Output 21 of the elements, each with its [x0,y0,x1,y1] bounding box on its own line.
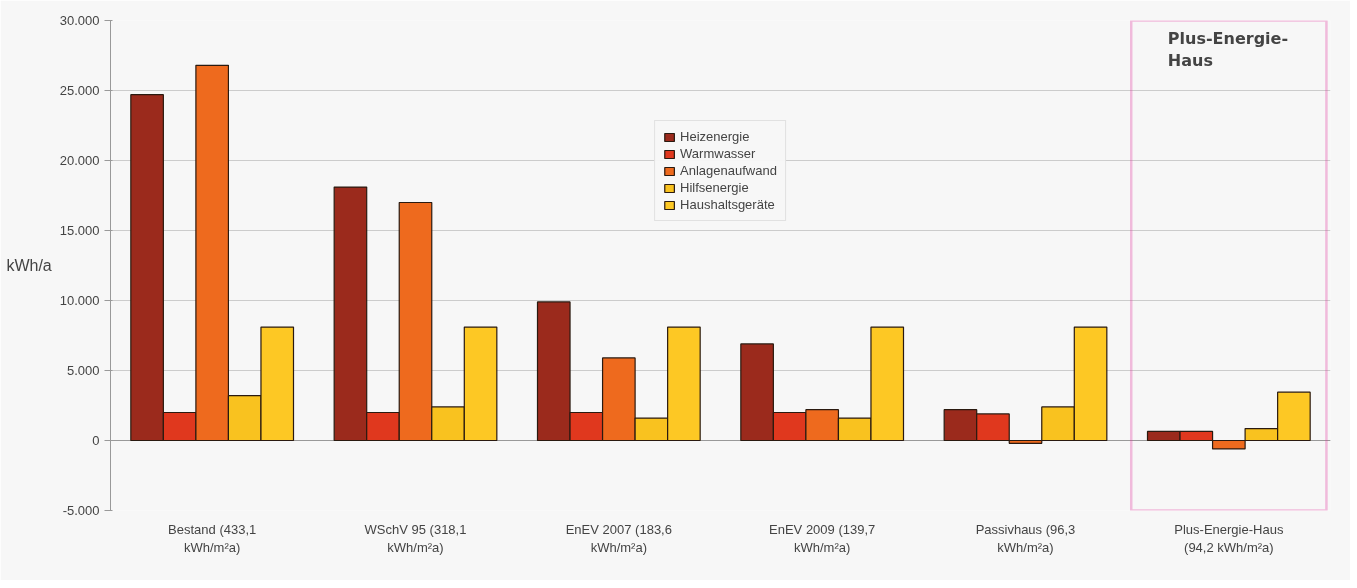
y-tick-label: 5.000 [66,363,100,378]
x-tick-label: Passivhaus (96,3 kWh/m²a) [975,521,1076,555]
legend-label: Warmwasser [680,146,756,161]
x-tick-label: EnEV 2007 (183,6 kWh/m²a) [565,521,672,555]
y-tick-label: 25.000 [59,83,100,98]
y-tick-label: 10.000 [59,293,100,308]
y-tick-label: 0 [92,433,100,448]
y-tick-label: -5.000 [62,503,100,518]
legend-label: Haushaltsgeräte [680,197,775,212]
y-tick-label: 30.000 [59,13,100,28]
x-tick-label: WSchV 95 (318,1 kWh/m²a) [364,521,467,555]
x-tick-label: Bestand (433,1 kWh/m²a) [168,521,257,555]
x-tick-label: Plus-Energie-Haus (94,2 kWh/m²a) [1174,521,1284,555]
x-tick-label: EnEV 2009 (139,7 kWh/m²a) [769,521,876,555]
y-axis-title: kWh/a [6,257,52,274]
legend-label: Hilfsenergie [680,180,749,195]
y-tick-label: 20.000 [59,153,100,168]
legend-label: Heizenergie [680,129,750,144]
legend-label: Anlagenaufwand [680,163,777,178]
y-tick-label: 15.000 [59,223,100,238]
annotation: Plus-Energie- Haus [1167,28,1289,71]
